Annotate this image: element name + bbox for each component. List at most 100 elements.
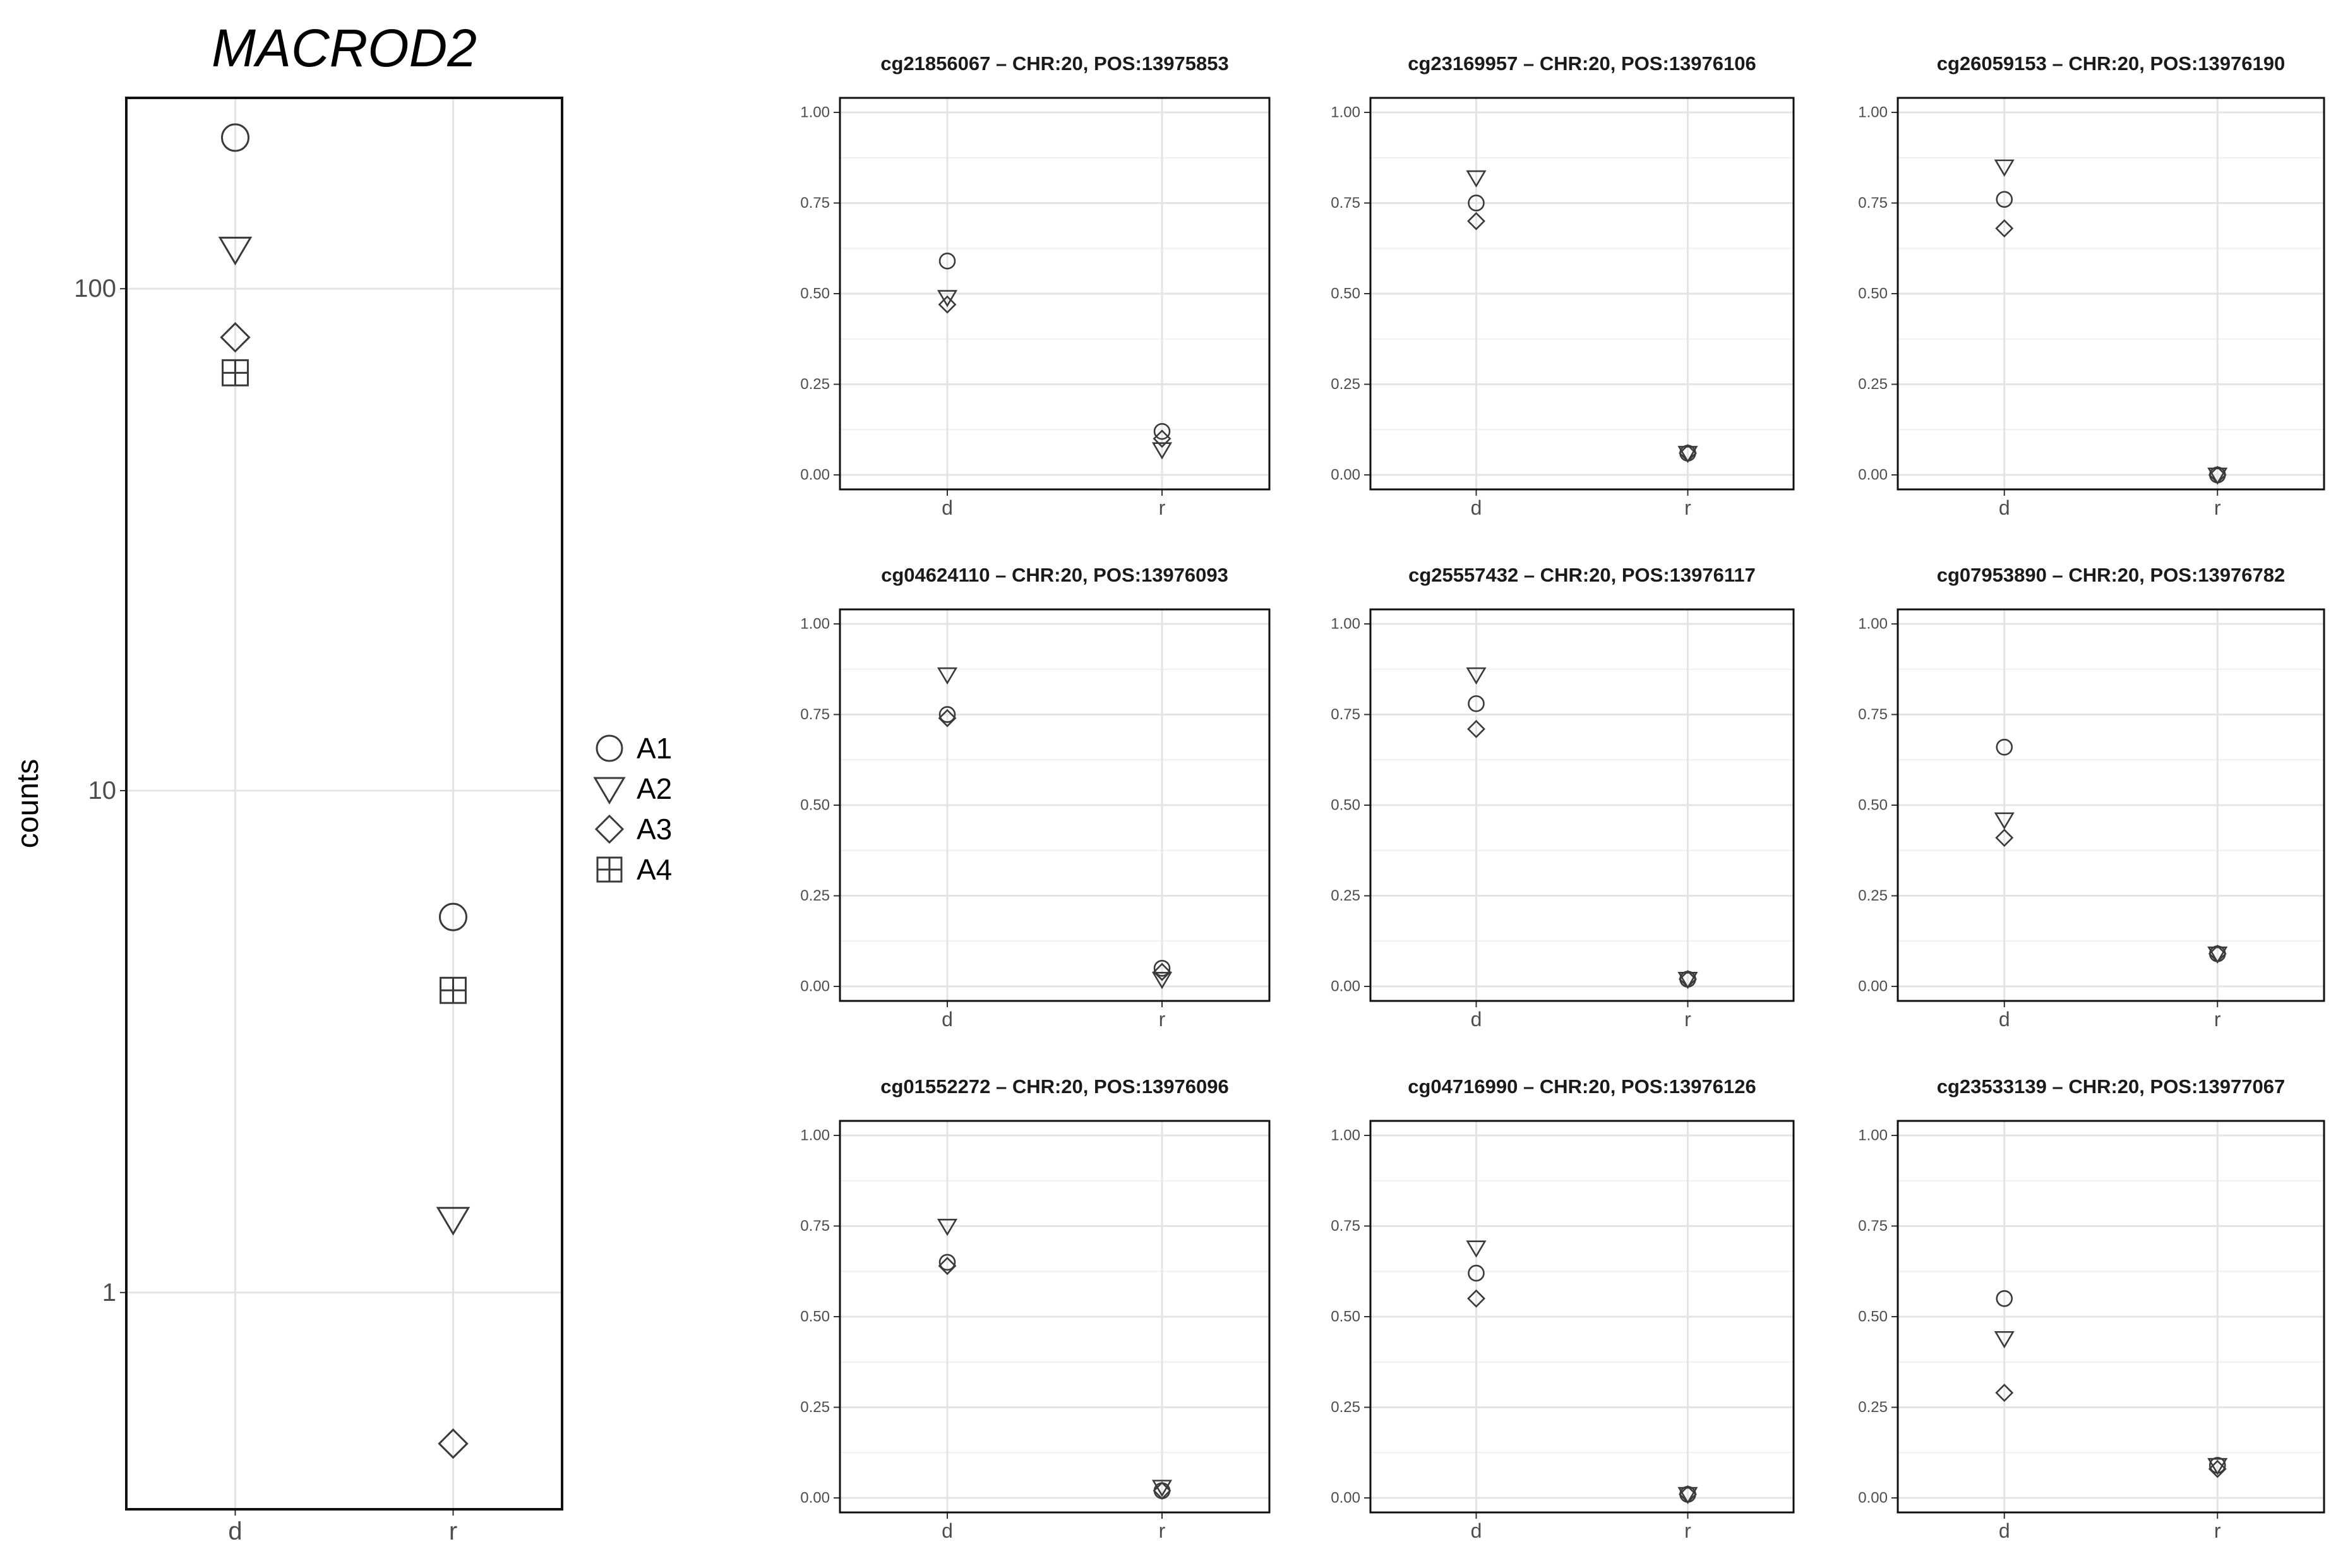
point-a3-d	[1995, 219, 2014, 238]
y-tick-label: 0.50	[1858, 797, 1888, 814]
y-tick-label: 0.00	[1858, 467, 1888, 484]
point-a2-d	[1466, 667, 1487, 685]
panel-border	[1897, 97, 2325, 491]
panel-title: cg23533139 – CHR:20, POS:13977067	[1937, 1075, 2285, 1098]
point-a2-d	[937, 1218, 958, 1236]
point-a1-d	[938, 706, 956, 723]
panel-border	[1897, 608, 2325, 1002]
panel-border	[839, 608, 1271, 1002]
y-tick-label: 0.75	[800, 195, 830, 212]
x-tick-label-r: r	[2214, 1008, 2221, 1031]
panel-title: cg23169957 – CHR:20, POS:13976106	[1408, 52, 1756, 75]
point-a3-r	[1679, 444, 1697, 463]
x-tick-label-d: d	[942, 1519, 953, 1542]
chart-panel-10: 0.00 0.25 0.50 0.75 1.00 d r cg23533139 – CHR:2…	[1858, 1075, 2325, 1542]
point-a1-d	[938, 253, 956, 270]
point-a2-r	[1677, 1487, 1698, 1505]
panel-border	[1369, 1120, 1795, 1514]
y-tick-label: 0.00	[800, 1490, 830, 1507]
y-tick-label: 0.25	[1858, 376, 1888, 393]
x-tick-label-r: r	[1159, 496, 1166, 519]
y-tick-label: 1.00	[1331, 615, 1360, 632]
point-a1-d	[1996, 1290, 2013, 1307]
chart-panel-2: 0.00 0.25 0.50 0.75 1.00 d r cg21856067 – CHR:2…	[800, 52, 1271, 519]
point-a3-d	[220, 322, 251, 353]
panel-title: cg04624110 – CHR:20, POS:13976093	[881, 564, 1228, 586]
y-tick-label: 0.75	[1331, 706, 1360, 723]
point-a2-d	[1994, 1331, 2015, 1349]
y-tick-label: 1.00	[1331, 104, 1360, 121]
y-axis-title: counts	[11, 759, 45, 848]
chart-panel-9: 0.00 0.25 0.50 0.75 1.00 d r cg04716990 – CHR:2…	[1331, 1075, 1795, 1542]
y-tick-label: 0.75	[800, 1218, 830, 1235]
legend-key-a4	[596, 856, 623, 883]
x-tick-label-r: r	[449, 1517, 457, 1545]
y-tick-label: 0.00	[1331, 978, 1360, 995]
point-a3-r	[438, 1428, 469, 1459]
y-tick-label: 1.00	[800, 615, 830, 632]
chart-panel-8: 0.00 0.25 0.50 0.75 1.00 d r cg01552272 – CHR:2…	[800, 1075, 1271, 1542]
x-tick-label-r: r	[1684, 496, 1691, 519]
point-a3-d	[1995, 1384, 2014, 1402]
y-tick-label: 0.50	[1331, 285, 1360, 302]
point-a3-r	[1153, 429, 1172, 448]
y-tick-label: 0.00	[1858, 1490, 1888, 1507]
point-a2-d	[218, 236, 253, 266]
point-a1-r	[439, 902, 467, 931]
chart-panel-6: 0.00 0.25 0.50 0.75 1.00 d r cg25557432 – CHR:2…	[1331, 564, 1795, 1031]
panel-title: cg21856067 – CHR:20, POS:13975853	[880, 52, 1228, 75]
y-tick-label: 0.50	[1331, 797, 1360, 814]
point-a1-d	[1468, 695, 1485, 712]
x-tick-label-d: d	[1471, 496, 1482, 519]
panel-border	[1897, 1120, 2325, 1514]
point-a4-r	[440, 976, 467, 1004]
panel-border	[125, 97, 563, 1511]
point-a2-r	[1151, 442, 1173, 460]
panel-border	[1369, 97, 1795, 491]
y-tick-label: 0.75	[1331, 195, 1360, 212]
panel-title: cg25557432 – CHR:20, POS:13976117	[1408, 564, 1756, 586]
y-tick-label: 0.25	[1331, 376, 1360, 393]
legend-label-a3: A3	[637, 813, 672, 846]
panel-border	[839, 97, 1271, 491]
point-a2-d	[1466, 170, 1487, 188]
y-tick-label: 1.00	[800, 1127, 830, 1144]
x-tick-label-d: d	[228, 1517, 242, 1545]
point-a1-d	[221, 123, 249, 152]
x-tick-label-r: r	[1684, 1519, 1691, 1542]
chart-panel-5: 0.00 0.25 0.50 0.75 1.00 d r cg04624110 – CHR:2…	[800, 564, 1271, 1031]
y-tick-label: 0.50	[1858, 1308, 1888, 1326]
point-a2-r	[1677, 446, 1698, 464]
y-tick-label: 1.00	[800, 104, 830, 121]
y-tick-label: 1.00	[1858, 615, 1888, 632]
y-tick-label: 1	[102, 1279, 116, 1307]
y-tick-label: 0.75	[1858, 706, 1888, 723]
point-a1-d	[1468, 1264, 1485, 1282]
y-tick-label: 0.50	[800, 285, 830, 302]
x-tick-label-d: d	[942, 1008, 953, 1031]
point-a1-d	[938, 1254, 956, 1271]
point-a3-d	[938, 1257, 957, 1276]
y-tick-label: 0.00	[1331, 467, 1360, 484]
point-a2-r	[1151, 972, 1173, 990]
legend-label-a1: A1	[637, 732, 672, 765]
y-tick-label: 0.25	[1858, 1399, 1888, 1416]
point-a3-r	[1153, 1481, 1172, 1500]
point-a1-r	[1153, 960, 1171, 977]
x-tick-label-d: d	[1999, 496, 2010, 519]
point-a3-d	[938, 295, 957, 314]
point-a3-r	[1679, 970, 1697, 988]
panel-title: cg04716990 – CHR:20, POS:13976126	[1408, 1075, 1756, 1098]
point-a3-d	[1995, 829, 2014, 847]
y-tick-label: 100	[74, 275, 116, 302]
y-tick-label: 0.50	[800, 797, 830, 814]
point-a2-r	[2207, 467, 2228, 485]
point-a2-r	[436, 1207, 470, 1236]
y-tick-label: 0.25	[1858, 887, 1888, 904]
y-tick-label: 0.25	[800, 887, 830, 904]
point-a3-d	[1467, 212, 1485, 230]
y-tick-label: 0.00	[800, 978, 830, 995]
y-tick-label: 0.25	[1331, 1399, 1360, 1416]
point-a2-d	[1994, 812, 2015, 830]
y-tick-label: 0.75	[1858, 1218, 1888, 1235]
